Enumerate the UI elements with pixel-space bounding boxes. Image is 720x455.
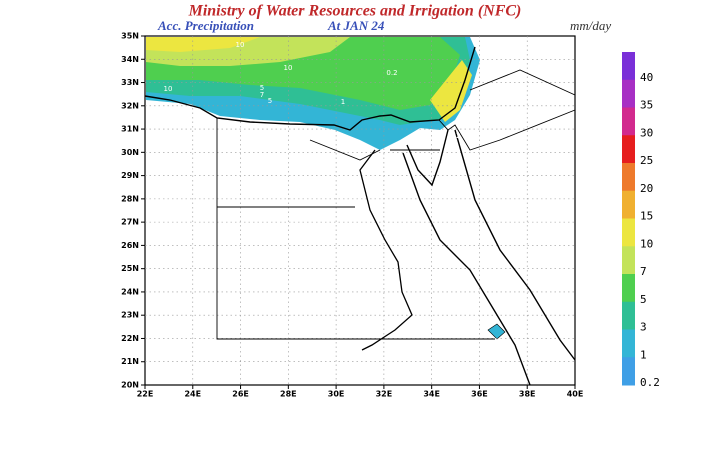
lat-label: 29N bbox=[121, 171, 139, 180]
title: Ministry of Water Resources and Irrigati… bbox=[188, 3, 522, 20]
coastlines bbox=[144, 46, 576, 386]
lon-label: 22E bbox=[137, 390, 154, 399]
lon-label: 32E bbox=[376, 390, 393, 399]
lat-label: 35N bbox=[121, 32, 139, 41]
colorbar-label: 20 bbox=[640, 182, 653, 195]
lat-label: 24N bbox=[121, 287, 139, 296]
lon-label: 28E bbox=[280, 390, 297, 399]
precip-zone bbox=[146, 37, 260, 52]
colorbar-segment bbox=[622, 274, 635, 303]
contour-label: 5 bbox=[268, 97, 272, 105]
lon-label: 40E bbox=[567, 390, 584, 399]
lon-label: 24E bbox=[184, 390, 201, 399]
lon-label: 26E bbox=[232, 390, 249, 399]
colorbar-label: 3 bbox=[640, 321, 647, 334]
colorbar-segment bbox=[622, 357, 635, 386]
colorbar-segment bbox=[622, 246, 635, 275]
lat-label: 33N bbox=[121, 78, 139, 87]
borders bbox=[216, 69, 576, 340]
colorbar-label: 0.2 bbox=[640, 376, 660, 389]
lat-label: 20N bbox=[121, 381, 139, 390]
lat-label: 22N bbox=[121, 334, 139, 343]
lon-label: 30E bbox=[328, 390, 345, 399]
nile bbox=[359, 149, 413, 351]
border bbox=[216, 118, 495, 340]
contour-label: 5 bbox=[260, 84, 264, 92]
colorbar-label: 35 bbox=[640, 99, 653, 112]
map: 10 10 10 557 1 0.2 0.2 bbox=[144, 35, 576, 386]
precip-zone bbox=[487, 323, 506, 340]
colorbar-segment bbox=[622, 301, 635, 330]
lat-label: 32N bbox=[121, 101, 139, 110]
colorbar-label: 7 bbox=[640, 265, 647, 278]
lat-label: 27N bbox=[121, 218, 139, 227]
colorbar-segment bbox=[622, 79, 635, 108]
colorbar-label: 1 bbox=[640, 348, 647, 361]
colorbar-segment bbox=[622, 218, 635, 247]
lat-label: 25N bbox=[121, 264, 139, 273]
border bbox=[469, 69, 576, 96]
coastline bbox=[406, 129, 449, 187]
coastline bbox=[402, 152, 531, 386]
contour-label: 0.2 bbox=[386, 69, 397, 77]
colorbar-segment bbox=[622, 163, 635, 192]
lon-label: 34E bbox=[423, 390, 440, 399]
lon-label: 38E bbox=[519, 390, 536, 399]
colorbar: 40 35 30 25 20 15 10 7 5 3 1 0.2 bbox=[622, 52, 660, 389]
coastline bbox=[144, 46, 476, 131]
lat-label: 23N bbox=[121, 311, 139, 320]
contour-label: 10 bbox=[236, 41, 245, 49]
colorbar-segment bbox=[622, 107, 635, 136]
lat-label: 26N bbox=[121, 241, 139, 250]
subtitle-left: Acc. Precipitation bbox=[157, 18, 254, 33]
colorbar-label: 30 bbox=[640, 126, 653, 139]
contour-label: 0.2 bbox=[449, 132, 460, 140]
colorbar-segment bbox=[622, 52, 635, 81]
precip-zone bbox=[430, 60, 472, 122]
colorbar-segment bbox=[622, 190, 635, 219]
contour-labels: 10 10 10 557 1 0.2 0.2 bbox=[164, 41, 461, 140]
colorbar-label: 15 bbox=[640, 210, 653, 223]
lat-label: 21N bbox=[121, 357, 139, 366]
colorbar-label: 25 bbox=[640, 154, 653, 167]
lat-label: 28N bbox=[121, 194, 139, 203]
subtitle-right: At JAN 24 bbox=[327, 18, 385, 33]
contour-label: 10 bbox=[284, 64, 293, 72]
colorbar-label: 40 bbox=[640, 71, 653, 84]
colorbar-segment bbox=[622, 329, 635, 358]
precipitation bbox=[146, 37, 506, 340]
colorbar-label: 5 bbox=[640, 293, 647, 306]
lat-label: 34N bbox=[121, 55, 139, 64]
contour-label: 7 bbox=[260, 91, 264, 99]
contour-label: 1 bbox=[341, 98, 345, 106]
lon-label: 36E bbox=[471, 390, 488, 399]
lat-label: 31N bbox=[121, 125, 139, 134]
colorbar-label: 10 bbox=[640, 237, 653, 250]
coastline bbox=[454, 129, 576, 361]
border bbox=[309, 139, 440, 161]
colorbar-segment bbox=[622, 135, 635, 164]
unit: mm/day bbox=[570, 18, 611, 33]
contour-label: 10 bbox=[164, 85, 173, 93]
border bbox=[438, 109, 576, 151]
lat-label: 30N bbox=[121, 148, 139, 157]
